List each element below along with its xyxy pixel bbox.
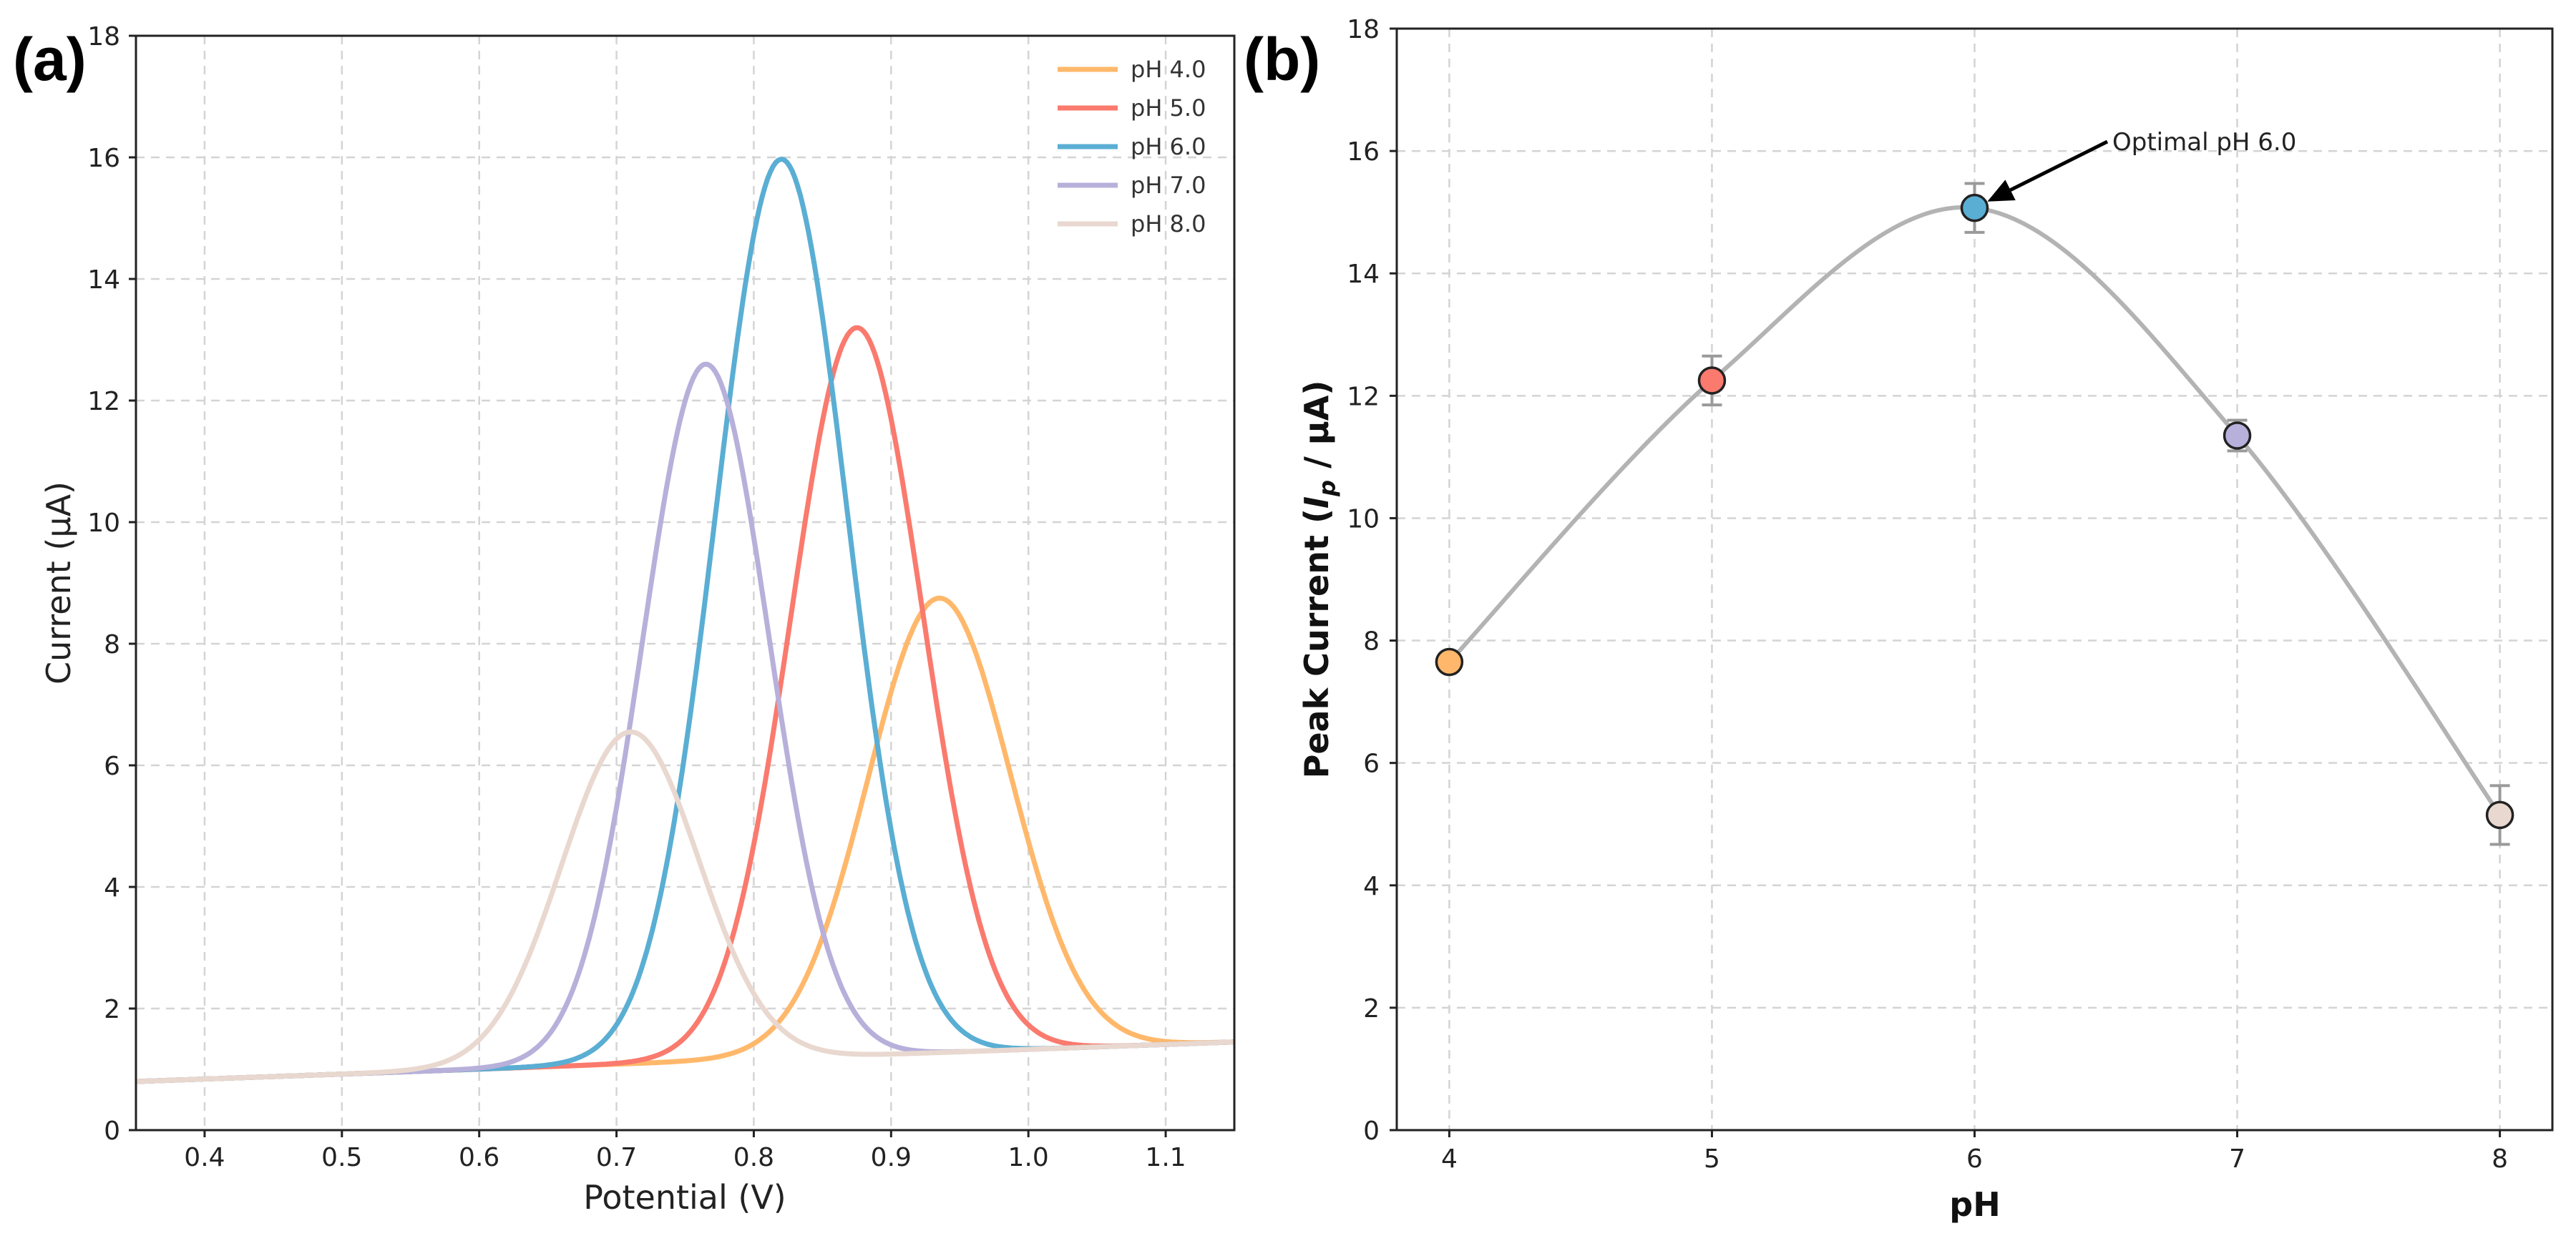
a-y-tick-label: 16: [87, 144, 120, 173]
legend-label: pH 6.0: [1131, 133, 1206, 160]
data-point-ph-4: [1435, 647, 1464, 677]
panel-b-y-label-suffix: / µA): [1297, 381, 1336, 480]
panel-a-grid: [136, 36, 1234, 1130]
panel-a: (a) 0.4 0.5 0.6 0.7 0.8 0.9 1.0 1.1 0 2 4 6 8 10 12 14 1…: [13, 22, 1236, 1217]
b-y-tick-label: 2: [1363, 994, 1380, 1024]
panel-b-ticks: 4 5 6 7 8 0 2 4 6 8 10 12 14 16 18: [1347, 15, 2508, 1174]
panel-a-frame: [135, 34, 1236, 1132]
panel-a-x-axis-label: Potential (V): [583, 1178, 786, 1217]
data-point-ph-6: [1960, 193, 1989, 222]
panel-b-y-label-italic: I: [1297, 496, 1336, 509]
data-point-ph-5: [1697, 366, 1727, 395]
a-y-tick-label: 18: [87, 22, 120, 51]
a-y-tick-label: 2: [104, 995, 120, 1024]
legend-label: pH 8.0: [1131, 210, 1206, 237]
panel-a-curves: [135, 157, 1235, 1084]
a-x-tick-label: 0.5: [321, 1143, 362, 1172]
series-line-ph-8: [135, 729, 1235, 1084]
b-y-tick-label: 0: [1363, 1117, 1380, 1146]
a-x-tick-label: 1.1: [1145, 1143, 1186, 1172]
panel-b-y-axis-label: Peak Current (Ip / µA): [1297, 381, 1341, 779]
a-y-tick-label: 6: [104, 752, 120, 781]
a-x-tick-label: 0.7: [596, 1143, 637, 1172]
data-point-ph-8: [2485, 800, 2514, 830]
panel-b-x-axis-label: pH: [1949, 1185, 2000, 1224]
b-x-tick-label: 4: [1441, 1144, 1458, 1174]
panel-b-grid: [1397, 29, 2552, 1130]
annotation-arrow-line: [2009, 139, 2109, 192]
a-y-tick-label: 4: [104, 873, 120, 903]
data-point-ph-7: [2223, 421, 2252, 450]
b-x-tick-label: 7: [2229, 1144, 2245, 1174]
a-y-tick-label: 8: [104, 630, 120, 659]
a-x-tick-label: 0.8: [733, 1143, 774, 1172]
panel-a-y-axis-label: Current (µA): [39, 481, 78, 685]
panel-b-annotation: Optimal pH 6.0: [1987, 128, 2296, 202]
panel-b-y-label-sub: p: [1314, 480, 1341, 497]
series-line-ph-5: [135, 325, 1235, 1084]
b-x-tick-label: 8: [2492, 1144, 2508, 1174]
b-y-tick-label: 8: [1363, 627, 1380, 657]
b-y-tick-label: 18: [1347, 15, 1380, 44]
panel-a-legend: pH 4.0 pH 5.0 pH 6.0 pH 7.0 pH 8.0: [1058, 56, 1206, 237]
annotation-text: Optimal pH 6.0: [2112, 128, 2296, 157]
panel-b-label: (b): [1244, 26, 1320, 93]
b-y-tick-label: 4: [1363, 872, 1380, 901]
b-y-tick-label: 10: [1347, 504, 1380, 534]
a-x-tick-label: 0.6: [459, 1143, 499, 1172]
a-x-tick-label: 0.9: [871, 1143, 912, 1172]
a-x-tick-label: 1.0: [1008, 1143, 1049, 1172]
legend-label: pH 5.0: [1131, 94, 1206, 122]
a-y-tick-label: 12: [87, 387, 120, 416]
b-y-tick-label: 6: [1363, 750, 1380, 779]
b-y-tick-label: 14: [1347, 260, 1380, 289]
a-y-tick-label: 14: [87, 265, 120, 295]
b-x-tick-label: 5: [1704, 1144, 1720, 1174]
panel-b: (b) 4 5 6 7 8 0 2 4 6 8 10 12 14 16 18 pH Peak Current…: [1244, 15, 2554, 1224]
b-y-tick-label: 12: [1347, 382, 1380, 411]
panel-a-label: (a): [13, 26, 87, 93]
panel-b-y-label-prefix: Peak Current (: [1297, 509, 1336, 778]
b-y-tick-label: 16: [1347, 137, 1380, 167]
series-line-ph-7: [135, 361, 1235, 1084]
panel-b-points: [1435, 182, 2514, 846]
series-line-ph-6: [135, 157, 1235, 1084]
legend-label: pH 4.0: [1131, 56, 1206, 83]
annotation-arrow-head: [1987, 180, 2016, 202]
a-y-tick-label: 0: [104, 1117, 120, 1146]
a-x-tick-label: 0.4: [184, 1143, 225, 1172]
panel-a-ticks: 0.4 0.5 0.6 0.7 0.8 0.9 1.0 1.1 0 2 4 6 8 10 12 14 16 18: [87, 22, 1186, 1172]
b-x-tick-label: 6: [1966, 1144, 1983, 1174]
a-y-tick-label: 10: [87, 509, 120, 538]
legend-label: pH 7.0: [1131, 172, 1206, 199]
